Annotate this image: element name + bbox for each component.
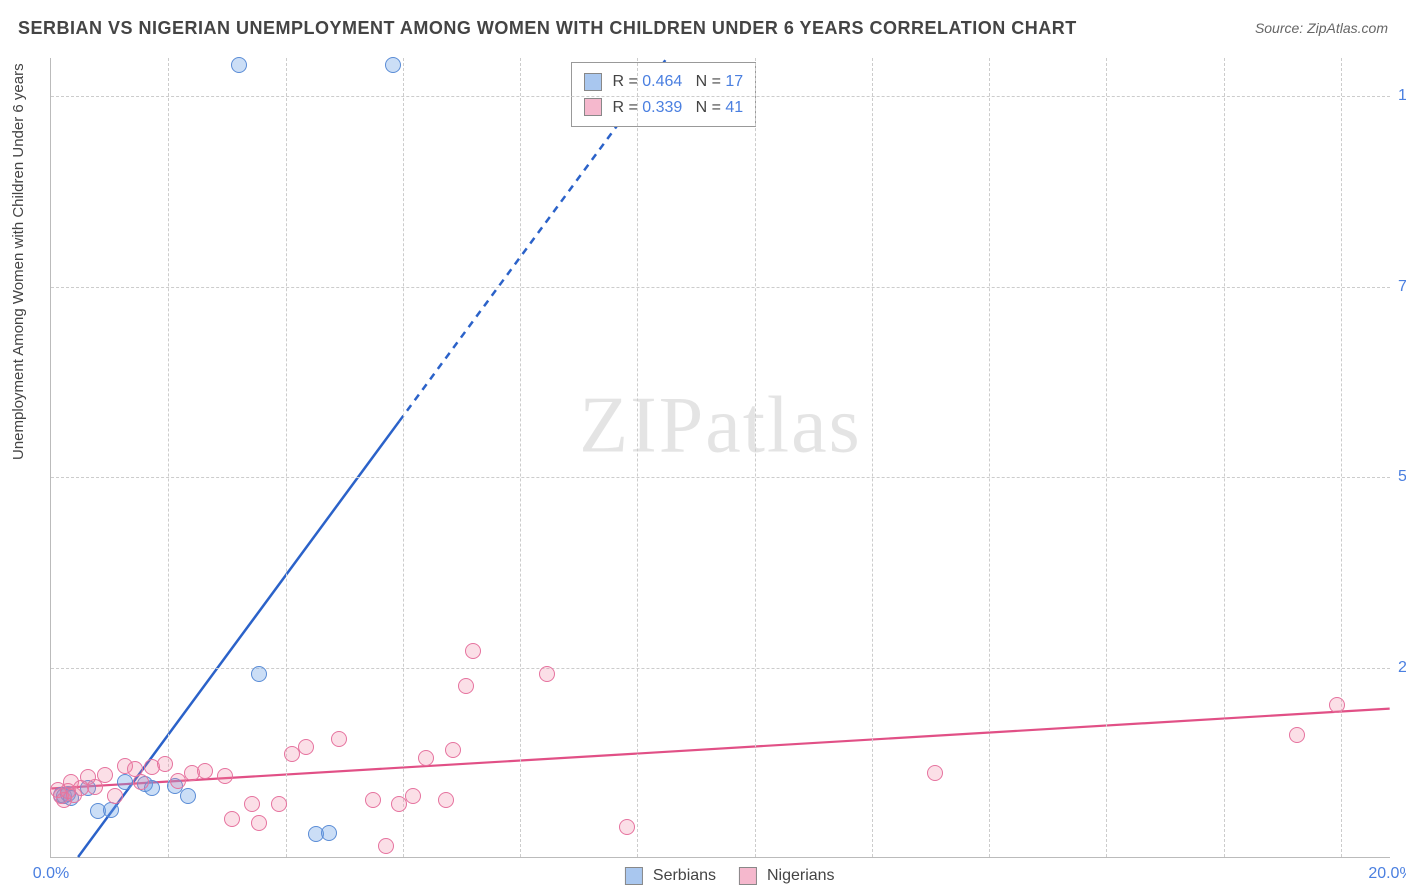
x-tick-label: 0.0% [33, 865, 69, 883]
y-tick-label: 100.0% [1398, 87, 1406, 105]
y-axis-label: Unemployment Among Women with Children U… [10, 63, 27, 460]
data-point [231, 57, 247, 73]
data-point [321, 825, 337, 841]
r-value: 0.464 [642, 73, 682, 90]
data-point [1289, 727, 1305, 743]
stats-row-nigerians: R = 0.339 N = 41 [584, 95, 743, 121]
y-tick-label: 25.0% [1398, 659, 1406, 677]
swatch-icon [739, 867, 757, 885]
swatch-icon [584, 98, 602, 116]
data-point [331, 731, 347, 747]
y-tick-label: 75.0% [1398, 278, 1406, 296]
legend-label-serbians: Serbians [653, 867, 716, 884]
scatter-plot: ZIPatlas R = 0.464 N = 17 R = 0.339 N = … [50, 58, 1390, 858]
data-point [117, 774, 133, 790]
data-point [244, 796, 260, 812]
data-point [418, 750, 434, 766]
data-point [445, 742, 461, 758]
data-point [224, 811, 240, 827]
legend-label-nigerians: Nigerians [767, 867, 835, 884]
data-point [103, 802, 119, 818]
chart-title: SERBIAN VS NIGERIAN UNEMPLOYMENT AMONG W… [18, 18, 1077, 39]
data-point [365, 792, 381, 808]
data-point [539, 666, 555, 682]
data-point [180, 788, 196, 804]
swatch-icon [624, 867, 642, 885]
x-tick-label: 20.0% [1368, 865, 1406, 883]
y-tick-label: 50.0% [1398, 468, 1406, 486]
data-point [405, 788, 421, 804]
data-point [97, 767, 113, 783]
data-point [438, 792, 454, 808]
chart-legend: Serbians Nigerians [606, 867, 834, 885]
data-point [251, 815, 267, 831]
data-point [217, 768, 233, 784]
data-point [133, 774, 149, 790]
data-point [378, 838, 394, 854]
r-value: 0.339 [642, 99, 682, 116]
data-point [619, 819, 635, 835]
n-value: 17 [725, 73, 743, 90]
source-attribution: Source: ZipAtlas.com [1255, 20, 1388, 36]
data-point [385, 57, 401, 73]
data-point [1329, 697, 1345, 713]
swatch-icon [584, 73, 602, 91]
correlation-stats-box: R = 0.464 N = 17 R = 0.339 N = 41 [571, 62, 756, 127]
data-point [298, 739, 314, 755]
data-point [251, 666, 267, 682]
data-point [465, 643, 481, 659]
data-point [197, 763, 213, 779]
data-point [157, 756, 173, 772]
data-point [927, 765, 943, 781]
data-point [271, 796, 287, 812]
data-point [107, 788, 123, 804]
n-value: 41 [725, 99, 743, 116]
stats-row-serbians: R = 0.464 N = 17 [584, 69, 743, 95]
trend-lines-layer [51, 58, 1390, 857]
data-point [458, 678, 474, 694]
